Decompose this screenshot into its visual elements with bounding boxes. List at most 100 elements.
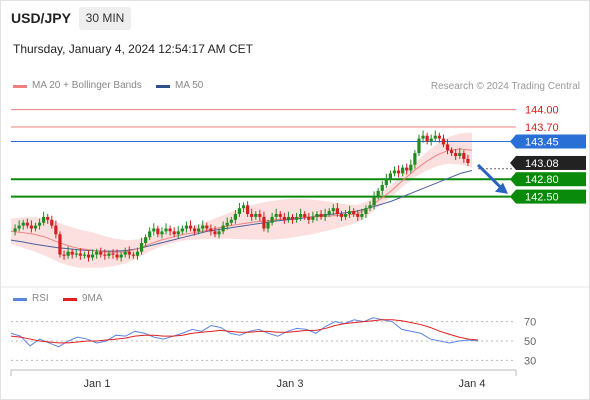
- ma50-legend-swatch: [156, 85, 170, 88]
- candle-body: [54, 225, 58, 235]
- ma9-legend-swatch: [63, 298, 77, 301]
- candle-body: [323, 214, 327, 217]
- candle-body: [123, 251, 127, 255]
- level-label-142.50: 142.50: [525, 192, 559, 204]
- watermark-text: Research © 2024 Trading Central: [430, 81, 580, 92]
- candle-body: [192, 228, 197, 232]
- level-label-142.80: 142.80: [525, 174, 559, 186]
- candle-body: [29, 225, 33, 229]
- x-tick-jan-4: Jan 4: [459, 378, 486, 390]
- candle-body: [213, 231, 217, 235]
- candle-body: [437, 135, 441, 139]
- candle-body: [201, 225, 205, 229]
- candle-body: [250, 214, 254, 217]
- candle-body: [229, 219, 233, 223]
- candle-body: [429, 138, 433, 142]
- candle-body: [78, 253, 82, 256]
- candle-body: [368, 205, 372, 209]
- candle-body: [262, 216, 266, 229]
- candle-body: [315, 214, 319, 217]
- candle-body: [233, 214, 237, 220]
- candle-body: [319, 214, 323, 217]
- level-tag-143.08: [516, 155, 586, 170]
- candle-body: [343, 214, 348, 217]
- ma50-legend-label: MA 50: [175, 80, 204, 91]
- candle-body: [294, 216, 299, 220]
- candle-body: [311, 216, 315, 220]
- candle-body: [425, 135, 429, 142]
- candle-body: [356, 214, 360, 217]
- level-tag-142.50: [516, 189, 586, 204]
- candle-body: [445, 144, 450, 151]
- level-tag-pointer-142.80: [510, 172, 516, 187]
- candle-body: [82, 254, 87, 256]
- candle-body: [254, 214, 258, 217]
- candle-body: [352, 211, 356, 214]
- candle-body: [17, 225, 21, 229]
- candle-body: [99, 251, 103, 255]
- ma20-legend-label: MA 20 + Bollinger Bands: [32, 80, 142, 91]
- candle-body: [148, 231, 152, 238]
- timeframe-button[interactable]: 30 MIN: [79, 7, 131, 30]
- candle-body: [184, 225, 189, 229]
- ma9-legend-label: 9MA: [82, 293, 103, 304]
- candle-body: [246, 205, 250, 214]
- candle-body: [286, 216, 291, 220]
- candle-body: [327, 211, 331, 214]
- candle-body: [388, 173, 393, 180]
- candle-body: [421, 135, 425, 139]
- forecast-arrow-head: [495, 182, 508, 194]
- candle-body: [266, 222, 270, 229]
- candle-body: [241, 205, 246, 209]
- candle-body: [299, 214, 303, 217]
- candle-body: [197, 228, 201, 232]
- header-bar: USD/JPY 30 MIN: [0, 0, 590, 36]
- candle-body: [103, 254, 107, 256]
- candle-body: [160, 231, 164, 235]
- candle-body: [139, 243, 144, 252]
- candle-body: [458, 153, 462, 156]
- candle-body: [42, 216, 46, 223]
- candle-body: [274, 214, 278, 217]
- level-label-143.70: 143.70: [525, 122, 559, 134]
- candle-body: [466, 158, 470, 163]
- candle-body: [454, 153, 458, 156]
- candle-body: [168, 228, 172, 232]
- candle-body: [144, 237, 148, 243]
- candle-body: [237, 208, 242, 214]
- candle-body: [21, 222, 25, 226]
- candle-body: [13, 228, 17, 232]
- bollinger-band: [11, 132, 472, 268]
- candle-body: [119, 254, 123, 258]
- candle-body: [462, 153, 466, 159]
- candle-body: [180, 228, 184, 232]
- candle-body: [115, 254, 119, 258]
- candle-body: [290, 216, 295, 220]
- candle-body: [360, 214, 364, 217]
- candle-body: [331, 208, 335, 212]
- rsi-tick-70: 70: [524, 317, 536, 329]
- candle-body: [221, 225, 225, 232]
- candle-body: [392, 170, 397, 174]
- candle-body: [364, 208, 368, 214]
- candle-body: [225, 222, 229, 226]
- candle-body: [303, 214, 307, 217]
- candle-body: [409, 164, 413, 171]
- candle-body: [401, 167, 405, 174]
- candle-body: [188, 225, 193, 229]
- symbol-label: USD/JPY: [11, 10, 71, 26]
- candle-body: [107, 253, 111, 256]
- candle-body: [413, 153, 417, 165]
- candle-body: [209, 228, 213, 232]
- chart-datetime: Thursday, January 4, 2024 12:54:17 AM CE…: [13, 42, 253, 56]
- rsi-tick-30: 30: [524, 355, 536, 367]
- candle-body: [282, 216, 286, 220]
- level-tag-142.80: [516, 172, 586, 187]
- candle-body: [33, 225, 38, 229]
- candle-body: [348, 211, 352, 214]
- candle-body: [90, 254, 95, 258]
- candle-body: [339, 214, 344, 217]
- candle-body: [335, 208, 339, 214]
- candle-body: [74, 253, 78, 255]
